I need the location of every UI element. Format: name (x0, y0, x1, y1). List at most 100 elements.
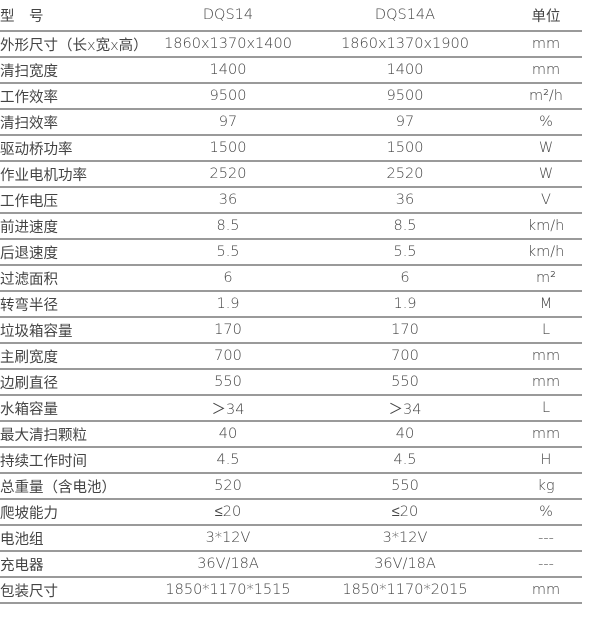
dqs14-value: 9500 (152, 83, 304, 110)
table-row: 垃圾箱容量 170 170 L (0, 317, 582, 344)
dqs14a-value: 6 (304, 265, 506, 292)
unit: % (506, 109, 582, 136)
unit: mm (506, 369, 582, 396)
unit: H (506, 447, 582, 474)
dqs14a-value: 2520 (304, 161, 506, 188)
dqs14-value: 520 (152, 473, 304, 500)
table-row: 持续工作时间 4.5 4.5 H (0, 447, 582, 474)
header-dqs14: DQS14 (152, 0, 304, 32)
dqs14-value: 36 (152, 187, 304, 214)
spec-label: 最大清扫颗粒 (0, 421, 152, 448)
spec-label: 后退速度 (0, 239, 152, 266)
table-row: 后退速度 5.5 5.5 km/h (0, 239, 582, 266)
spec-label: 总重量（含电池） (0, 473, 152, 500)
spec-label: 垃圾箱容量 (0, 317, 152, 344)
spec-label: 前进速度 (0, 213, 152, 240)
unit: --- (506, 551, 582, 578)
dqs14-value: 1.9 (152, 291, 304, 318)
spec-label: 转弯半径 (0, 291, 152, 318)
dqs14a-value: 5.5 (304, 239, 506, 266)
dqs14-value: 40 (152, 421, 304, 448)
dqs14a-value: 40 (304, 421, 506, 448)
table-row: 边刷直径 550 550 mm (0, 369, 582, 396)
unit: mm (506, 57, 582, 84)
unit: mm (506, 31, 582, 58)
spec-label: 水箱容量 (0, 395, 152, 422)
spec-label: 持续工作时间 (0, 447, 152, 474)
table-row: 充电器 36V/18A 36V/18A --- (0, 551, 582, 578)
spec-label: 清扫宽度 (0, 57, 152, 84)
dqs14-value: 700 (152, 343, 304, 370)
table-row: 工作电压 36 36 V (0, 187, 582, 214)
dqs14-value: ≤20 (152, 499, 304, 526)
spec-label: 边刷直径 (0, 369, 152, 396)
spec-label: 工作效率 (0, 83, 152, 110)
unit: km/h (506, 213, 582, 240)
spec-label: 包装尺寸 (0, 577, 152, 604)
spec-label: 作业电机功率 (0, 161, 152, 188)
table-row: 爬坡能力 ≤20 ≤20% (0, 499, 582, 526)
header-dqs14a: DQS14A (304, 0, 506, 32)
spec-label: 主刷宽度 (0, 343, 152, 370)
unit: L (506, 317, 582, 344)
dqs14-value: 6 (152, 265, 304, 292)
table-row: 转弯半径 1.9 1.9 M (0, 291, 582, 318)
unit: % (506, 499, 582, 526)
dqs14-value: 1850*1170*1515 (152, 577, 304, 604)
dqs14-value: 2520 (152, 161, 304, 188)
table-row: 外形尺寸（长x宽x高） 1860x1370x1400 1860x1370x1900 m… (0, 31, 582, 58)
dqs14a-value: ≤20 (304, 499, 506, 526)
unit: km/h (506, 239, 582, 266)
header-model: 型 号 (0, 0, 152, 32)
dqs14a-value: 8.5 (304, 213, 506, 240)
unit: W (506, 135, 582, 162)
table-row: 水箱容量 ＞34 ＞34 L (0, 395, 582, 422)
table-row: 总重量（含电池） 520 550 kg (0, 473, 582, 500)
dqs14a-value: 550 (304, 473, 506, 500)
dqs14a-value: 36V/18A (304, 551, 506, 578)
table-row: 主刷宽度 700 700 mm (0, 343, 582, 370)
dqs14a-value: 170 (304, 317, 506, 344)
unit: kg (506, 473, 582, 500)
unit: m² (506, 265, 582, 292)
dqs14-value: 97 (152, 109, 304, 136)
dqs14a-value: 4.5 (304, 447, 506, 474)
spec-label: 爬坡能力 (0, 499, 152, 526)
dqs14a-value: 9500 (304, 83, 506, 110)
unit: mm (506, 421, 582, 448)
dqs14a-value: 1500 (304, 135, 506, 162)
dqs14a-value: 1.9 (304, 291, 506, 318)
dqs14-value: 1500 (152, 135, 304, 162)
table-row: 最大清扫颗粒 40 40 mm (0, 421, 582, 448)
table-row: 包装尺寸 1850*1170*1515 1850*1170*2015 mm (0, 577, 582, 604)
spec-label: 工作电压 (0, 187, 152, 214)
dqs14-value: 36V/18A (152, 551, 304, 578)
dqs14a-value: 1850*1170*2015 (304, 577, 506, 604)
table-row: 前进速度 8.5 8.5 km/h (0, 213, 582, 240)
unit: L (506, 395, 582, 422)
dqs14-value: 1860x1370x1400 (152, 31, 304, 58)
header-unit: 单位 (506, 0, 582, 32)
dqs14-value: 8.5 (152, 213, 304, 240)
dqs14a-value: 3*12V (304, 525, 506, 552)
table-row: 清扫效率 97 97% (0, 109, 582, 136)
dqs14a-value: 1400 (304, 57, 506, 84)
unit: mm (506, 577, 582, 604)
dqs14-value: ＞34 (152, 395, 304, 422)
spec-table: 型 号 DQS14 DQS14A 单位 外形尺寸（长x宽x高） 1860x1370… (0, 0, 582, 604)
dqs14-value: 5.5 (152, 239, 304, 266)
unit: M (506, 291, 582, 318)
spec-label: 外形尺寸（长x宽x高） (0, 31, 152, 58)
dqs14-value: 3*12V (152, 525, 304, 552)
dqs14a-value: 36 (304, 187, 506, 214)
spec-label: 过滤面积 (0, 265, 152, 292)
spec-label: 充电器 (0, 551, 152, 578)
table-row: 电池组 3*12V 3*12V --- (0, 525, 582, 552)
table-row: 过滤面积 6 6 m² (0, 265, 582, 292)
dqs14a-value: 550 (304, 369, 506, 396)
spec-label: 电池组 (0, 525, 152, 552)
header-row: 型 号 DQS14 DQS14A 单位 (0, 0, 582, 32)
spec-label: 清扫效率 (0, 109, 152, 136)
dqs14-value: 4.5 (152, 447, 304, 474)
table-row: 工作效率 9500 9500 m²/h (0, 83, 582, 110)
